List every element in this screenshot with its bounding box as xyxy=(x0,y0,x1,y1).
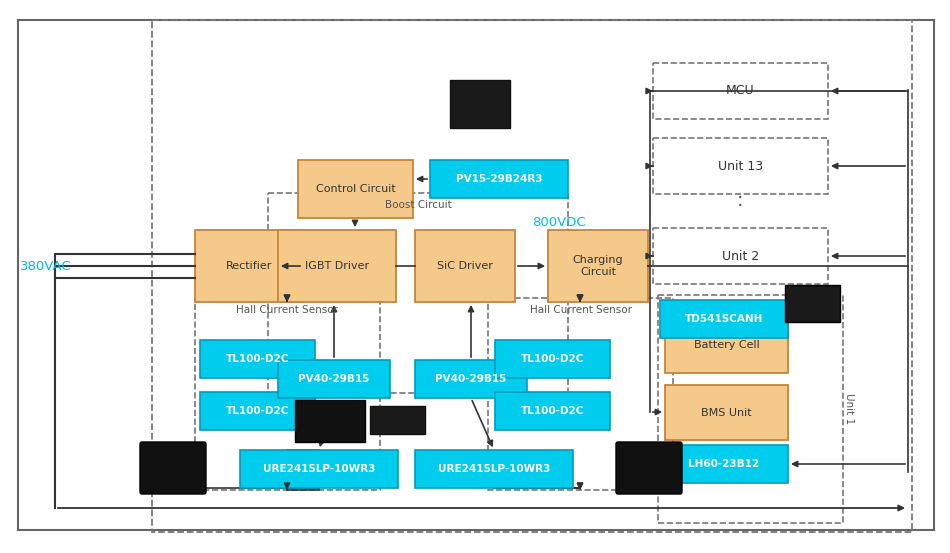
Text: Rectifier: Rectifier xyxy=(226,261,273,271)
Bar xyxy=(653,228,828,284)
Text: Boost Circuit: Boost Circuit xyxy=(385,200,451,210)
FancyBboxPatch shape xyxy=(616,442,682,494)
Text: URE2415LP-10WR3: URE2415LP-10WR3 xyxy=(263,464,375,474)
Text: PV40-29B15: PV40-29B15 xyxy=(298,374,370,384)
Bar xyxy=(415,230,515,302)
Text: TL100-D2C: TL100-D2C xyxy=(521,406,584,416)
Bar xyxy=(660,445,788,483)
Text: Unit 2: Unit 2 xyxy=(722,249,759,263)
Text: SiC Driver: SiC Driver xyxy=(437,261,493,271)
Text: :: : xyxy=(737,190,743,210)
Polygon shape xyxy=(785,285,840,322)
Bar xyxy=(665,385,788,440)
Text: Hall Current Sensor: Hall Current Sensor xyxy=(529,305,632,315)
Bar xyxy=(200,340,315,378)
Text: Unit 13: Unit 13 xyxy=(718,159,763,173)
Bar xyxy=(488,298,673,490)
Bar xyxy=(295,400,365,442)
Text: TL100-D2C: TL100-D2C xyxy=(226,406,289,416)
Bar xyxy=(495,340,610,378)
Text: BMS Unit: BMS Unit xyxy=(701,408,751,418)
Text: URE2415LP-10WR3: URE2415LP-10WR3 xyxy=(438,464,550,474)
Bar xyxy=(660,300,788,338)
Bar xyxy=(298,160,413,218)
Bar xyxy=(430,160,568,198)
Text: LH60-23B12: LH60-23B12 xyxy=(689,459,760,469)
Bar xyxy=(653,138,828,194)
Text: 800VDC: 800VDC xyxy=(532,216,585,228)
Text: PV40-29B15: PV40-29B15 xyxy=(435,374,506,384)
Text: MCU: MCU xyxy=(726,85,755,97)
Bar xyxy=(665,318,788,373)
Text: Battery Cell: Battery Cell xyxy=(694,341,759,351)
Text: TL100-D2C: TL100-D2C xyxy=(226,354,289,364)
Text: Control Circuit: Control Circuit xyxy=(315,184,395,194)
Bar xyxy=(152,20,912,532)
Bar xyxy=(653,63,828,119)
Bar xyxy=(548,230,648,302)
Bar xyxy=(195,298,380,490)
Text: IGBT Driver: IGBT Driver xyxy=(305,261,369,271)
Text: PV15-29B24R3: PV15-29B24R3 xyxy=(456,174,542,184)
Bar xyxy=(268,193,568,393)
Bar xyxy=(658,295,843,523)
Text: Hall Current Sensor: Hall Current Sensor xyxy=(237,305,338,315)
Bar xyxy=(200,392,315,430)
Text: 380VAC: 380VAC xyxy=(20,259,71,273)
Text: TD541SCANH: TD541SCANH xyxy=(685,314,763,324)
Bar xyxy=(278,230,396,302)
Bar xyxy=(495,392,610,430)
Text: Unit 1: Unit 1 xyxy=(844,393,854,425)
Bar xyxy=(415,360,527,398)
Bar xyxy=(278,360,390,398)
FancyBboxPatch shape xyxy=(140,442,206,494)
Bar xyxy=(370,406,425,434)
Text: Charging
Circuit: Charging Circuit xyxy=(573,255,623,277)
Bar xyxy=(415,450,573,488)
Text: TL100-D2C: TL100-D2C xyxy=(521,354,584,364)
Bar xyxy=(195,230,303,302)
Bar xyxy=(240,450,398,488)
Polygon shape xyxy=(450,80,510,128)
